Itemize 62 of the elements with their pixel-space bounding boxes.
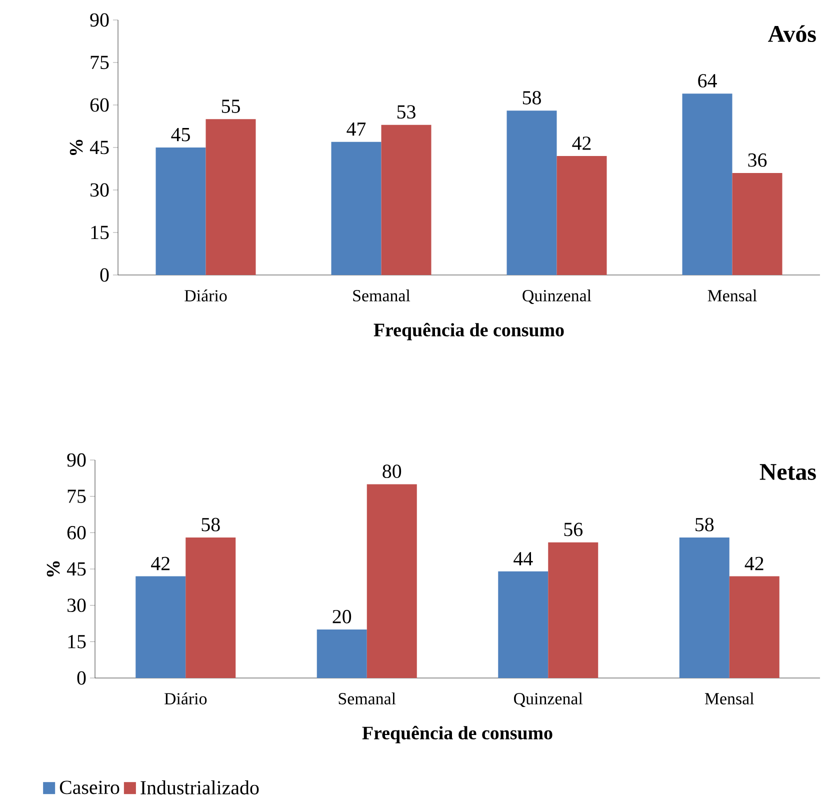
y-tick-label: 15 [68, 634, 86, 648]
data-label: 56 [564, 522, 583, 536]
bar [206, 119, 256, 275]
bar [729, 576, 780, 678]
chart-title: Netas [760, 464, 816, 480]
x-tick-label: Semanal [338, 692, 396, 704]
y-tick-label: 0 [77, 671, 86, 685]
x-axis-title: Frequência de consumo [374, 322, 564, 340]
bar [682, 94, 732, 275]
x-tick-label: Diário [164, 692, 207, 704]
data-label: 58 [202, 518, 220, 532]
x-axis-title: Frequência de consumo [362, 726, 552, 744]
bar [381, 124, 432, 275]
y-tick-label: 0 [100, 268, 109, 282]
y-tick-label: 45 [90, 140, 109, 154]
bar [156, 147, 206, 275]
bar [548, 542, 598, 678]
bar [316, 630, 367, 678]
x-tick-label: Semanal [353, 290, 410, 302]
bar [366, 484, 417, 678]
legend-label: Industrializado [140, 780, 259, 794]
data-label: 20 [332, 610, 352, 624]
data-label: 45 [171, 128, 190, 142]
bar [732, 172, 782, 275]
bar [136, 576, 186, 678]
x-tick-label: Quinzenal [514, 692, 583, 708]
y-tick-label: 45 [66, 562, 86, 576]
bar [498, 571, 548, 678]
y-tick-label: 60 [67, 526, 86, 540]
bar [186, 538, 236, 678]
y-tick-label: 60 [90, 98, 109, 112]
x-tick-label: Mensal [708, 290, 757, 302]
data-label: 55 [222, 100, 240, 113]
y-tick-label: 75 [90, 56, 109, 70]
bar [506, 110, 557, 275]
y-tick-label: 15 [91, 226, 109, 240]
data-label: 36 [748, 153, 767, 167]
x-tick-label: Diário [184, 290, 227, 302]
y-axis-title: % [70, 140, 83, 156]
data-label: 44 [514, 552, 533, 566]
bar [556, 156, 607, 275]
data-label: 47 [346, 122, 366, 136]
data-label: 42 [744, 556, 764, 570]
data-label: 53 [397, 105, 416, 119]
y-tick-label: 90 [67, 453, 86, 467]
legend-label: Caseiro [60, 780, 120, 794]
bar [331, 142, 382, 275]
x-tick-label: Mensal [704, 692, 754, 704]
y-axis-title: % [46, 561, 60, 577]
data-label: 42 [151, 556, 170, 570]
chart-title: Avós [768, 25, 816, 42]
y-tick-label: 30 [68, 598, 86, 612]
y-tick-label: 75 [68, 490, 86, 503]
x-tick-label: Quinzenal [522, 290, 592, 304]
data-label: 64 [698, 74, 717, 88]
data-label: 58 [696, 518, 714, 532]
y-tick-label: 90 [90, 13, 109, 27]
data-label: 58 [522, 91, 541, 104]
y-tick-label: 30 [90, 183, 109, 197]
data-label: 42 [572, 136, 591, 150]
bar [679, 538, 730, 678]
data-label: 80 [382, 464, 402, 478]
